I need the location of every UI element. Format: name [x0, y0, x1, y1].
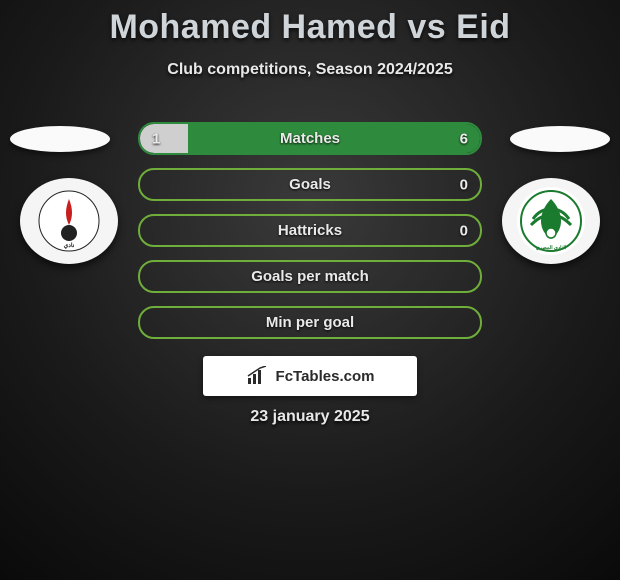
stat-row-goals: Goals 0 — [138, 168, 482, 201]
player-left-shadow — [10, 126, 110, 152]
watermark-text: FcTables.com — [276, 368, 375, 385]
stat-row-goals-per-match: Goals per match — [138, 260, 482, 293]
stat-row-matches: 1 Matches 6 — [138, 122, 482, 155]
stat-value-right: 0 — [460, 222, 468, 239]
stat-row-hattricks: Hattricks 0 — [138, 214, 482, 247]
subtitle: Club competitions, Season 2024/2025 — [0, 61, 620, 79]
stat-label: Matches — [280, 130, 340, 147]
player-right-shadow — [510, 126, 610, 152]
stat-fill-left — [140, 124, 188, 153]
chart-icon — [246, 366, 270, 386]
stat-label: Goals per match — [251, 268, 369, 285]
club-badge-left: نادي — [20, 178, 118, 264]
club-right-icon: النادي المصري — [515, 185, 587, 257]
stat-value-right: 6 — [460, 130, 468, 147]
stat-value-right: 0 — [460, 176, 468, 193]
club-left-icon: نادي — [37, 189, 101, 253]
svg-text:نادي: نادي — [64, 242, 75, 249]
club-badge-right: النادي المصري — [502, 178, 600, 264]
stat-label: Min per goal — [266, 314, 354, 331]
stat-label: Hattricks — [278, 222, 342, 239]
stat-rows: 1 Matches 6 Goals 0 Hattricks 0 Goals pe… — [138, 122, 482, 339]
date-label: 23 january 2025 — [0, 408, 620, 426]
svg-text:النادي المصري: النادي المصري — [536, 245, 567, 251]
stat-row-min-per-goal: Min per goal — [138, 306, 482, 339]
watermark[interactable]: FcTables.com — [203, 356, 417, 396]
stat-value-left: 1 — [152, 130, 160, 147]
stat-label: Goals — [289, 176, 331, 193]
page-title: Mohamed Hamed vs Eid — [0, 0, 620, 47]
